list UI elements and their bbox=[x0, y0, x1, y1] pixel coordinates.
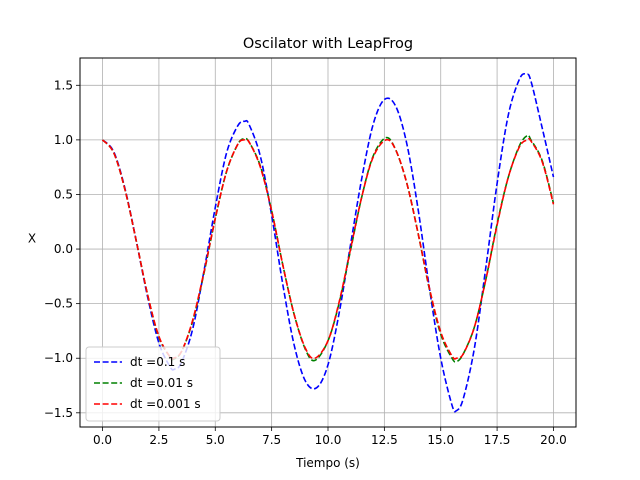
x-tick-label: 5.0 bbox=[206, 433, 225, 447]
legend-label: dt =0.001 s bbox=[130, 397, 201, 411]
y-tick-label: 1.5 bbox=[54, 78, 73, 92]
x-tick-label: 17.5 bbox=[484, 433, 511, 447]
y-tick-label: 0.0 bbox=[54, 242, 73, 256]
y-axis-label: X bbox=[28, 232, 36, 246]
x-axis: 0.0 2.5 5.0 7.5 10.0 12.5 15.0 17.5 20.0 bbox=[93, 427, 567, 447]
legend-box bbox=[85, 346, 221, 422]
x-tick-label: 12.5 bbox=[371, 433, 398, 447]
y-tick-label: 0.5 bbox=[54, 187, 73, 201]
x-tick-label: 10.0 bbox=[315, 433, 342, 447]
y-axis: −1.5 −1.0 −0.5 0.0 0.5 1.0 1.5 bbox=[44, 78, 80, 420]
series-line-1 bbox=[101, 73, 555, 413]
x-axis-label: Tiempo (s) bbox=[295, 456, 360, 470]
legend-label: dt =0.01 s bbox=[130, 376, 193, 390]
grid bbox=[80, 58, 576, 427]
y-tick-label: −1.5 bbox=[44, 406, 73, 420]
x-tick-label: 15.0 bbox=[427, 433, 454, 447]
x-tick-label: 0.0 bbox=[93, 433, 112, 447]
legend-label: dt =0.1 s bbox=[130, 355, 185, 369]
x-tick-label: 7.5 bbox=[262, 433, 281, 447]
chart-title: Oscilator with LeapFrog bbox=[243, 36, 413, 52]
x-tick-label: 2.5 bbox=[149, 433, 168, 447]
y-tick-label: 1.0 bbox=[54, 133, 73, 147]
x-tick-label: 20.0 bbox=[540, 433, 567, 447]
y-tick-label: −0.5 bbox=[44, 297, 73, 311]
legend: dt =0.1 s dt =0.01 s dt =0.001 s bbox=[85, 346, 221, 422]
y-tick-label: −1.0 bbox=[44, 351, 73, 365]
